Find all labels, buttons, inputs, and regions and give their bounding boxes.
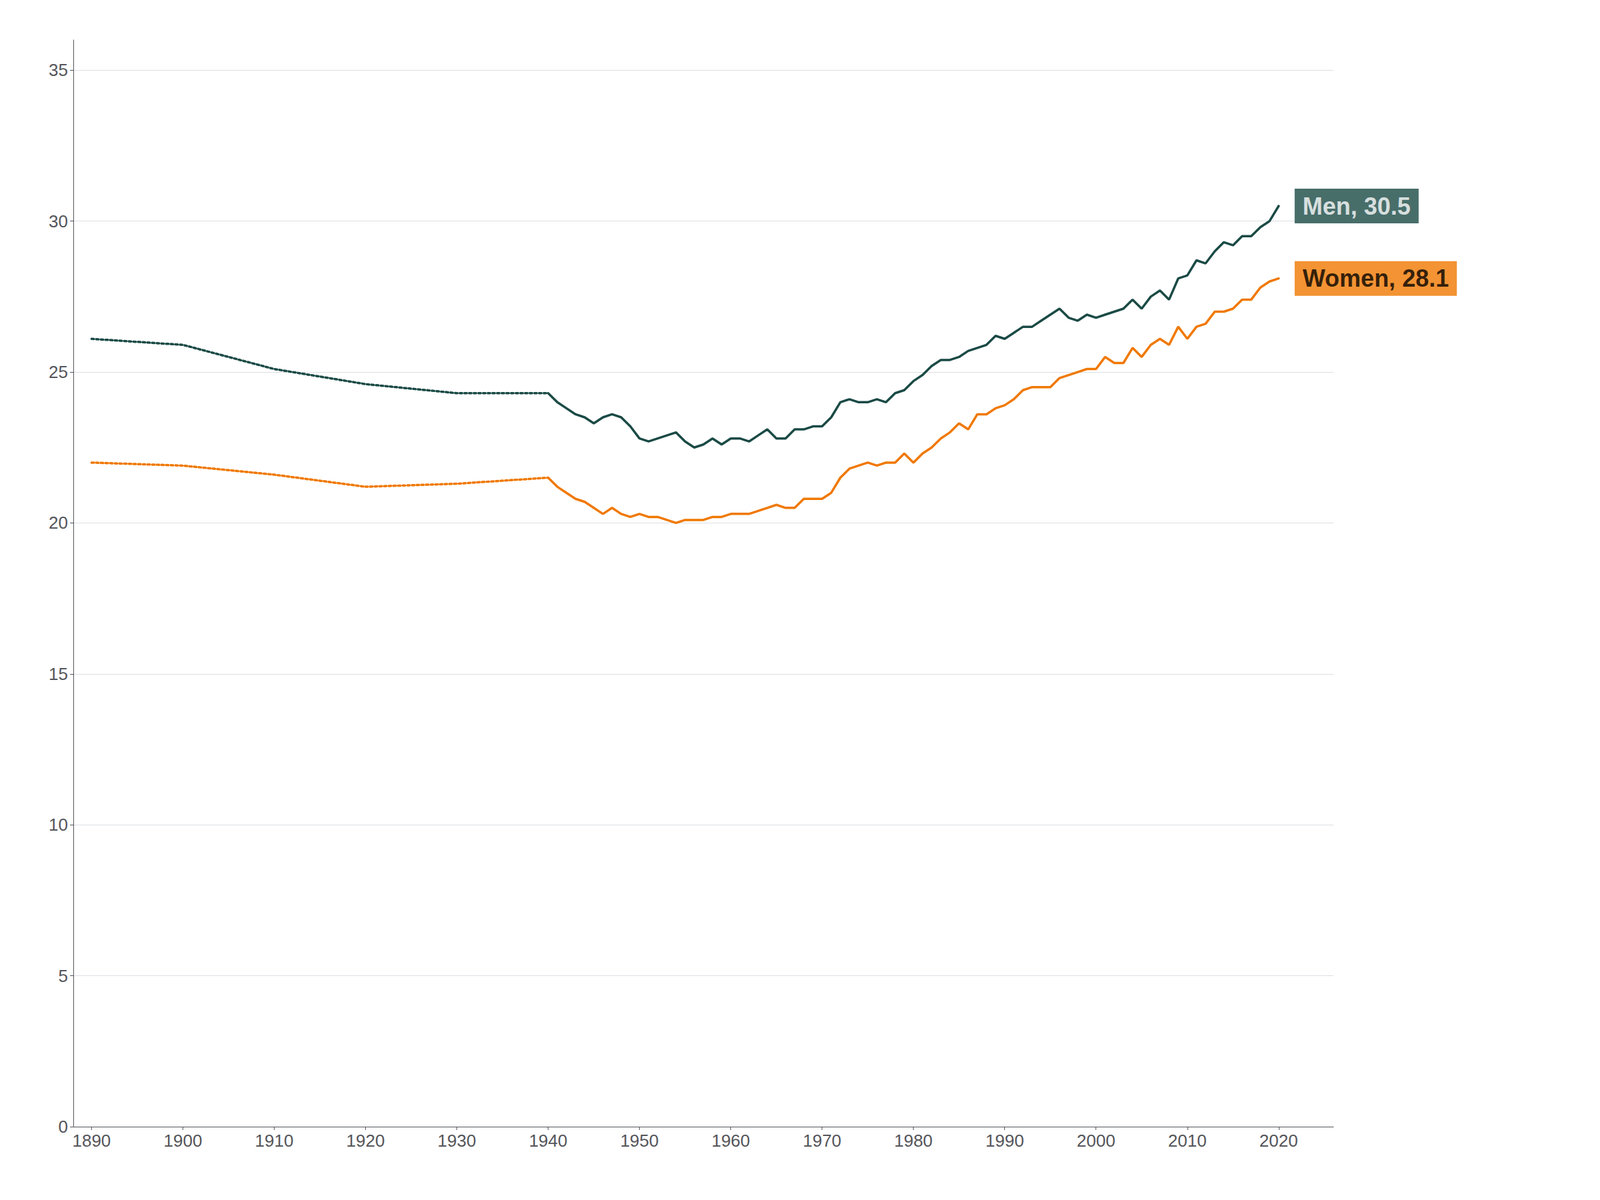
svg-text:25: 25 bbox=[48, 361, 68, 382]
svg-text:10: 10 bbox=[48, 814, 68, 835]
svg-text:15: 15 bbox=[48, 663, 68, 684]
svg-text:Women, 28.1: Women, 28.1 bbox=[1302, 264, 1449, 292]
svg-text:2020: 2020 bbox=[1259, 1130, 1299, 1151]
svg-text:1980: 1980 bbox=[894, 1130, 933, 1151]
svg-text:2010: 2010 bbox=[1168, 1130, 1207, 1151]
svg-text:1930: 1930 bbox=[437, 1130, 477, 1151]
svg-text:35: 35 bbox=[48, 59, 68, 80]
svg-text:5: 5 bbox=[58, 965, 68, 986]
svg-text:1890: 1890 bbox=[71, 1130, 111, 1151]
svg-text:Men, 30.5: Men, 30.5 bbox=[1302, 192, 1411, 220]
svg-text:1950: 1950 bbox=[620, 1130, 660, 1151]
svg-text:20: 20 bbox=[48, 512, 68, 533]
svg-text:1900: 1900 bbox=[163, 1130, 203, 1151]
svg-text:1960: 1960 bbox=[711, 1130, 751, 1151]
svg-text:1970: 1970 bbox=[802, 1130, 842, 1151]
svg-text:1990: 1990 bbox=[985, 1130, 1025, 1151]
svg-text:1910: 1910 bbox=[255, 1130, 294, 1151]
svg-text:2000: 2000 bbox=[1076, 1130, 1116, 1151]
svg-text:30: 30 bbox=[48, 211, 68, 232]
svg-text:0: 0 bbox=[58, 1116, 68, 1137]
svg-text:1920: 1920 bbox=[346, 1130, 386, 1151]
svg-text:1940: 1940 bbox=[529, 1130, 568, 1151]
